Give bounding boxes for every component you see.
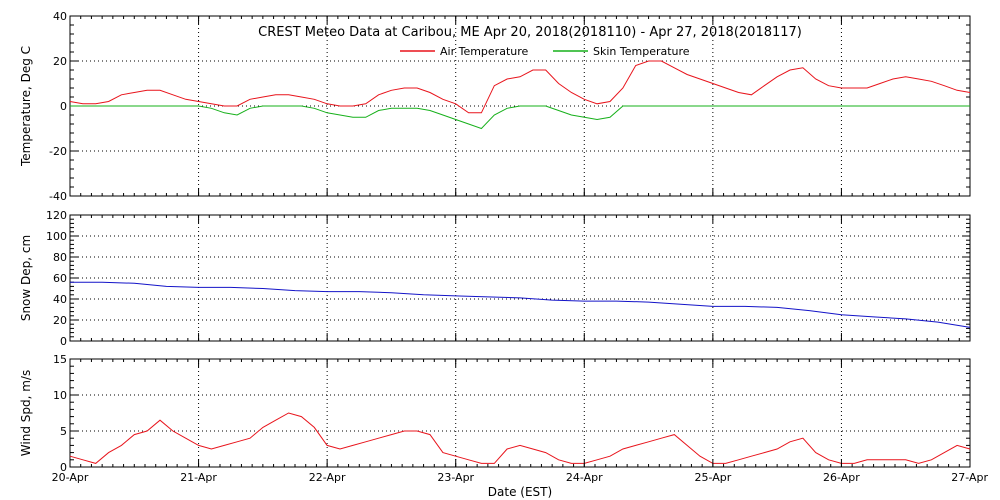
snow-depth-ytick-label: 0: [60, 335, 67, 348]
xtick-label: 26-Apr: [823, 471, 860, 484]
snow-depth-panel: 0 20 40 60 80 100 120 Snow Dep, cm: [19, 209, 971, 348]
temperature-ytick-label: -20: [49, 145, 67, 158]
chart-title: CREST Meteo Data at Caribou, ME Apr 20, …: [258, 25, 802, 40]
x-axis-label: Date (EST): [488, 485, 552, 499]
series-skin-temperature-line: [70, 105, 970, 130]
series-air-temperature-line: [69, 60, 971, 114]
xtick-label: 27-Apr: [951, 471, 988, 484]
snow-depth-ytick-label: 60: [53, 272, 67, 285]
snow-depth-ytick-label: 120: [46, 209, 67, 222]
wind-speed-ytick-label: 5: [60, 425, 67, 438]
xtick-label: 24-Apr: [566, 471, 603, 484]
temperature-panel: -40 -20 0 20 40 Temperature, Deg C: [19, 10, 971, 203]
xtick-label: 25-Apr: [694, 471, 731, 484]
snow-depth-ylabel: Snow Dep, cm: [19, 235, 33, 321]
temperature-ytick-label: -40: [49, 190, 67, 203]
xtick-label: 21-Apr: [180, 471, 217, 484]
wind-speed-ytick-label: 0: [60, 461, 67, 474]
xtick-label: 20-Apr: [52, 471, 89, 484]
temperature-ytick-label: 20: [53, 55, 67, 68]
legend-label-air-temperature: Air Temperature: [440, 45, 529, 58]
snow-depth-ytick-label: 100: [46, 230, 67, 243]
wind-speed-panel: 0 5 10 15 Wind Spd, m/s: [19, 353, 971, 474]
x-axis: 20-Apr 21-Apr 22-Apr 23-Apr 24-Apr 25-Apr 26-A…: [52, 16, 988, 484]
series-snow-depth-line: [70, 281, 971, 328]
xtick-label: 23-Apr: [437, 471, 474, 484]
temperature-ytick-label: 40: [53, 10, 67, 23]
snow-depth-ytick-label: 20: [53, 314, 67, 327]
legend-label-skin-temperature: Skin Temperature: [593, 45, 690, 58]
temperature-ytick-label: 0: [60, 100, 67, 113]
xtick-label: 22-Apr: [309, 471, 346, 484]
wind-speed-ytick-label: 15: [53, 353, 67, 366]
snow-depth-ytick-label: 40: [53, 293, 67, 306]
series-wind-speed-line: [69, 412, 971, 464]
temperature-ylabel: Temperature, Deg C: [19, 46, 33, 167]
wind-speed-ytick-label: 10: [53, 389, 67, 402]
wind-speed-frame: [69, 358, 971, 468]
snow-depth-ytick-label: 80: [53, 251, 67, 264]
legend: Air Temperature Skin Temperature: [400, 45, 690, 58]
wind-speed-ylabel: Wind Spd, m/s: [19, 370, 33, 456]
